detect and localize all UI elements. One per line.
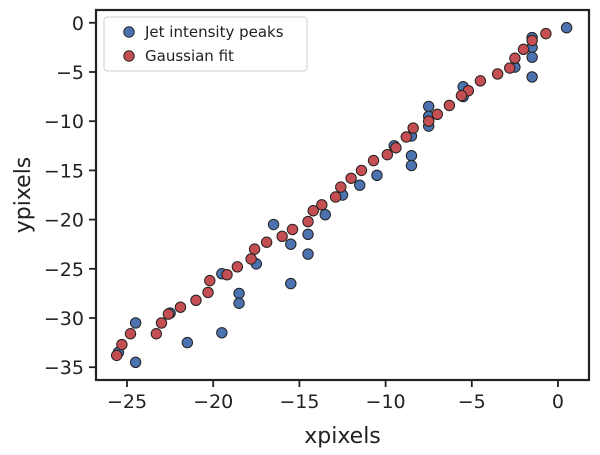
data-point-gaussian-fit xyxy=(390,142,402,154)
data-point-jet-intensity-peaks xyxy=(285,238,297,250)
data-point-gaussian-fit xyxy=(202,286,214,299)
data-point-gaussian-fit xyxy=(221,269,233,281)
x-tick-label: −10 xyxy=(366,391,406,413)
data-point-jet-intensity-peaks xyxy=(129,356,142,368)
x-tick-label: 0 xyxy=(552,391,564,413)
data-point-jet-intensity-peaks xyxy=(267,218,280,231)
data-point-jet-intensity-peaks xyxy=(405,159,418,172)
data-point-gaussian-fit xyxy=(162,308,175,320)
data-point-jet-intensity-peaks xyxy=(285,277,297,290)
legend-marker-gaussian-fit xyxy=(123,50,135,62)
data-point-gaussian-fit xyxy=(190,294,202,306)
legend-box xyxy=(103,16,308,72)
data-point-gaussian-fit xyxy=(431,108,444,121)
data-point-jet-intensity-peaks xyxy=(129,317,142,329)
legend: Jet intensity peaks Gaussian fit xyxy=(103,16,308,72)
y-tick-label: −10 xyxy=(44,111,84,133)
data-point-jet-intensity-peaks xyxy=(302,248,314,260)
y-tick-label: −25 xyxy=(44,259,84,281)
data-point-gaussian-fit xyxy=(110,349,123,362)
y-tick-label: 0 xyxy=(72,13,84,35)
data-point-jet-intensity-peaks xyxy=(181,336,194,349)
data-point-jet-intensity-peaks xyxy=(526,51,538,63)
data-point-gaussian-fit xyxy=(155,317,168,329)
data-point-gaussian-fit xyxy=(174,301,187,313)
data-point-jet-intensity-peaks xyxy=(422,100,435,113)
x-tick-label: −25 xyxy=(107,391,147,413)
data-point-gaussian-fit xyxy=(422,115,435,127)
plot-frame xyxy=(94,8,591,382)
data-point-gaussian-fit xyxy=(150,328,163,340)
x-tick-label: −15 xyxy=(279,391,319,413)
data-point-gaussian-fit xyxy=(245,253,257,265)
data-point-gaussian-fit xyxy=(509,52,521,64)
data-point-gaussian-fit xyxy=(124,328,137,340)
data-point-gaussian-fit xyxy=(329,191,342,203)
data-point-jet-intensity-peaks xyxy=(233,287,245,300)
y-tick-label: −35 xyxy=(44,357,84,379)
data-point-gaussian-fit xyxy=(407,122,419,134)
data-point-jet-intensity-peaks xyxy=(302,228,314,241)
data-point-jet-intensity-peaks xyxy=(405,149,418,162)
data-point-gaussian-fit xyxy=(345,172,357,184)
data-point-gaussian-fit xyxy=(504,62,516,74)
data-point-gaussian-fit xyxy=(517,43,530,56)
y-tick-label: −15 xyxy=(44,160,84,182)
data-point-gaussian-fit xyxy=(248,243,261,255)
data-point-gaussian-fit xyxy=(316,199,328,211)
data-point-jet-intensity-peaks xyxy=(233,297,245,309)
data-point-gaussian-fit xyxy=(260,236,273,248)
legend-marker-jet-intensity-peaks xyxy=(123,26,135,38)
data-point-gaussian-fit xyxy=(400,131,412,143)
data-point-gaussian-fit xyxy=(116,338,128,351)
x-tick-label: −5 xyxy=(458,391,486,413)
data-point-jet-intensity-peaks xyxy=(371,169,383,182)
data-point-jet-intensity-peaks xyxy=(526,71,538,83)
data-point-gaussian-fit xyxy=(367,154,380,167)
marks-layer xyxy=(110,22,573,368)
data-point-gaussian-fit xyxy=(455,89,468,102)
data-point-gaussian-fit xyxy=(355,164,368,177)
x-tick-label: −20 xyxy=(193,391,233,413)
data-point-gaussian-fit xyxy=(526,34,538,47)
ticks-layer: −25 −20 −15 −10 −5 0 0 −5 −10 −15 −20 −25 −30 −35 xyxy=(44,13,564,413)
data-point-gaussian-fit xyxy=(335,181,347,193)
y-tick-label: −5 xyxy=(56,62,84,84)
y-tick-label: −20 xyxy=(44,210,84,232)
data-point-gaussian-fit xyxy=(307,205,319,217)
data-point-gaussian-fit xyxy=(204,274,216,287)
data-point-gaussian-fit xyxy=(381,148,394,161)
y-tick-label: −30 xyxy=(44,308,84,330)
data-point-gaussian-fit xyxy=(231,261,244,273)
legend-label-gaussian-fit: Gaussian fit xyxy=(145,47,234,65)
data-point-gaussian-fit xyxy=(443,99,456,112)
data-point-jet-intensity-peaks xyxy=(216,327,228,339)
data-point-gaussian-fit xyxy=(286,223,299,236)
data-point-gaussian-fit xyxy=(491,68,504,80)
data-point-jet-intensity-peaks xyxy=(354,179,366,191)
data-point-gaussian-fit xyxy=(276,230,288,243)
data-point-gaussian-fit xyxy=(474,75,487,87)
data-point-jet-intensity-peaks xyxy=(560,22,573,34)
legend-label-jet-intensity-peaks: Jet intensity peaks xyxy=(144,23,284,41)
data-point-gaussian-fit xyxy=(540,27,552,40)
data-point-gaussian-fit xyxy=(302,215,314,228)
x-axis-title: xpixels xyxy=(304,424,381,449)
data-point-jet-intensity-peaks xyxy=(319,208,331,221)
y-axis-title: ypixels xyxy=(11,157,36,234)
